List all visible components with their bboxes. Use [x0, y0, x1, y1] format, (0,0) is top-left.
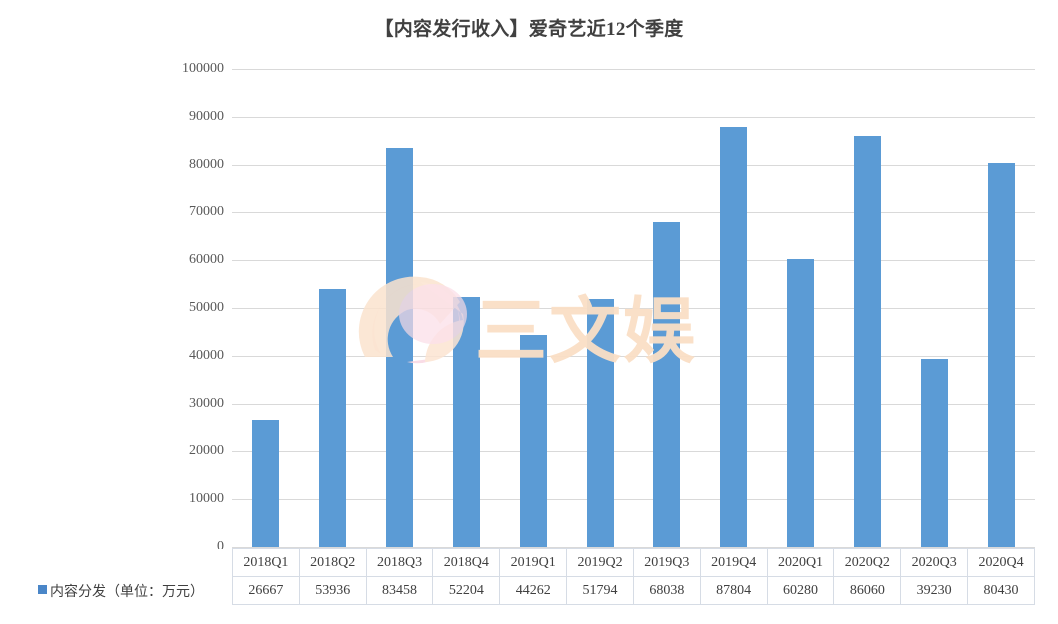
legend-swatch-icon: [38, 585, 47, 594]
bar-2019Q1[interactable]: [520, 335, 547, 547]
legend-label: 内容分发（单位：万元）: [50, 584, 204, 600]
gridline: [232, 69, 1035, 70]
gridline: [232, 403, 1035, 405]
table-header-2019Q4: 2019Q4: [699, 548, 768, 577]
table-header-2020Q1: 2020Q1: [766, 548, 835, 577]
gridline: [232, 164, 1035, 166]
y-axis-tick-label: 60000: [189, 252, 224, 268]
bars-layer: [232, 69, 1035, 547]
table-header-2018Q1: 2018Q1: [231, 548, 300, 577]
gridline: [232, 499, 1035, 501]
legend-cell: 内容分发（单位：万元）: [30, 576, 233, 605]
table-value-2020Q3: 39230: [900, 576, 969, 605]
y-axis: 0 10000 20000 30000 40000 50000 60000 70000 8000…: [152, 62, 224, 554]
gridline: [232, 260, 1035, 262]
gridline: [232, 451, 1035, 453]
table-header-2020Q2: 2020Q2: [833, 548, 902, 577]
table-value-2019Q1: 44262: [499, 576, 568, 605]
y-axis-tick-label: 30000: [189, 395, 224, 411]
y-axis-tick-label: 90000: [189, 108, 224, 124]
table-value-2018Q2: 53936: [298, 576, 367, 605]
y-axis-tick-label: 20000: [189, 443, 224, 459]
y-axis-tick-label: 70000: [189, 204, 224, 220]
table-row-headers: 2018Q1 2018Q2 2018Q3 2018Q4 2019Q1 2019Q2 2019…: [30, 548, 1035, 577]
bar-2019Q2[interactable]: [587, 299, 614, 547]
y-axis-tick-label: 100000: [182, 61, 224, 76]
table-value-2020Q2: 86060: [833, 576, 902, 605]
bar-2020Q2[interactable]: [854, 135, 881, 547]
table-value-2018Q4: 52204: [432, 576, 501, 605]
y-axis-tick-label: 10000: [189, 491, 224, 507]
y-axis-tick-label: 40000: [189, 347, 224, 363]
table-header-2018Q3: 2018Q3: [365, 548, 434, 577]
bar-2019Q3[interactable]: [653, 221, 680, 547]
bar-2018Q3[interactable]: [386, 148, 413, 547]
y-axis-tick-label: 80000: [189, 156, 224, 172]
bar-2018Q1[interactable]: [252, 419, 279, 547]
bar-2020Q4[interactable]: [988, 162, 1015, 547]
chart-title: 【内容发行收入】爱奇艺近12个季度: [374, 19, 684, 40]
table-header-2020Q4: 2020Q4: [967, 548, 1035, 577]
bar-2020Q3[interactable]: [921, 359, 948, 547]
table-header-2018Q4: 2018Q4: [432, 548, 501, 577]
gridline: [232, 308, 1035, 309]
table-row-values: 内容分发（单位：万元） 26667 53936 83458 52204 44262 517…: [30, 576, 1035, 605]
gridline: [232, 116, 1035, 118]
table-corner-cell: [30, 548, 233, 577]
table-value-2019Q3: 68038: [632, 576, 701, 605]
axis-baseline: [232, 547, 1035, 548]
table-value-2020Q4: 80430: [967, 576, 1035, 605]
bar-2019Q4[interactable]: [720, 127, 747, 547]
table-header-2019Q2: 2019Q2: [566, 548, 634, 577]
y-axis-tick-label: 50000: [189, 300, 224, 315]
gridline: [232, 212, 1035, 214]
table-value-2018Q1: 26667: [231, 576, 300, 605]
y-axis-tick-label: 0: [217, 539, 224, 554]
bar-2018Q2[interactable]: [319, 289, 346, 547]
table-value-2018Q3: 83458: [365, 576, 434, 605]
table-header-2018Q2: 2018Q2: [298, 548, 367, 577]
bar-2018Q4[interactable]: [453, 297, 480, 547]
table-header-2019Q1: 2019Q1: [499, 548, 568, 577]
table-header-2020Q3: 2020Q3: [900, 548, 969, 577]
table-value-2019Q2: 51794: [566, 576, 634, 605]
data-table: 2018Q1 2018Q2 2018Q3 2018Q4 2019Q1 2019Q2 2019…: [30, 548, 1035, 605]
table-value-2019Q4: 87804: [699, 576, 768, 605]
table-header-2019Q3: 2019Q3: [632, 548, 701, 577]
gridline: [232, 355, 1035, 357]
table-value-2020Q1: 60280: [766, 576, 835, 605]
bar-2020Q1[interactable]: [787, 258, 814, 547]
